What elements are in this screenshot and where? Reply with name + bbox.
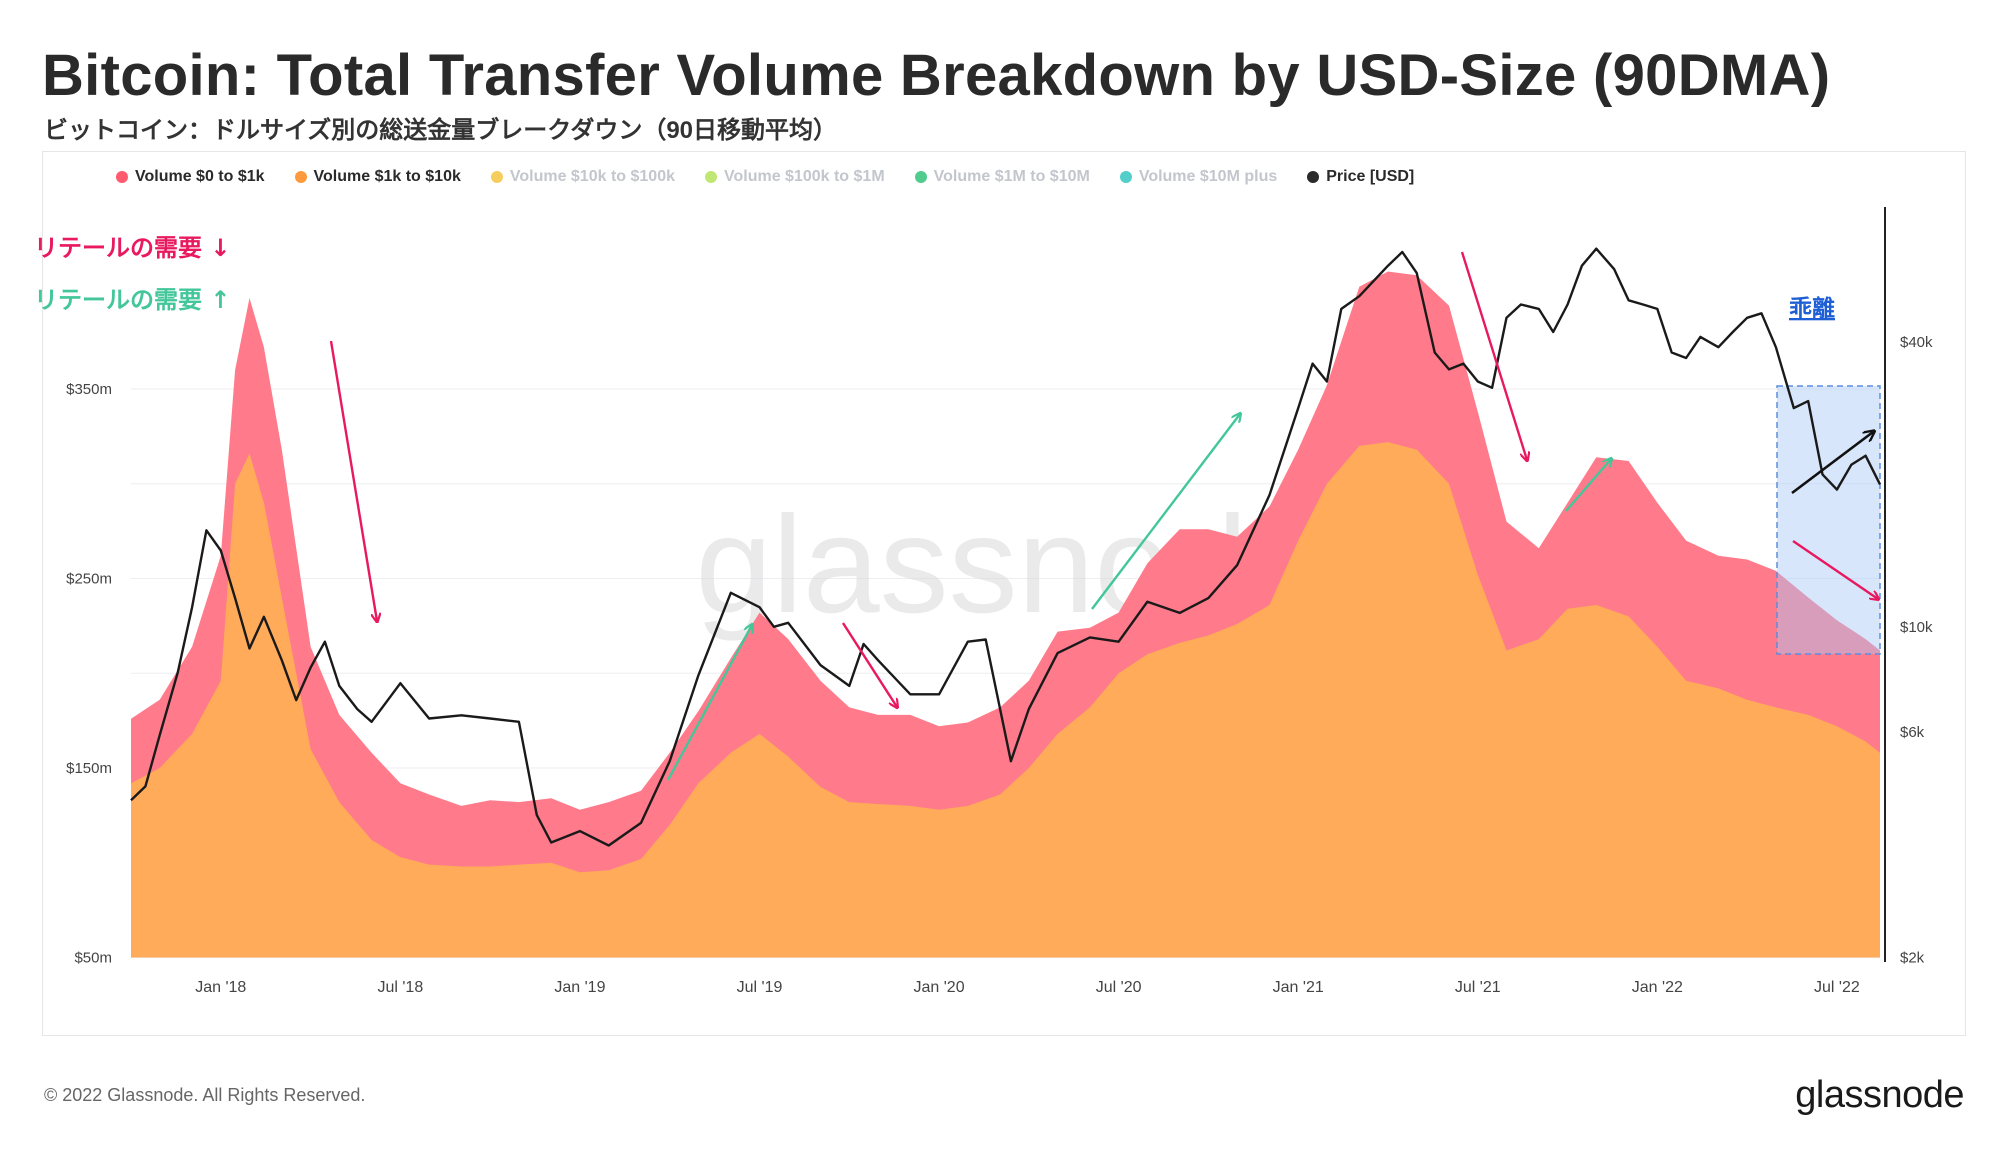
legend-dot-icon [490, 171, 503, 183]
y-left-tick-label: $150m [66, 760, 112, 777]
y-right-tick-label: $40k [1900, 334, 1933, 351]
black-arrow [1791, 432, 1873, 495]
legend-label: Volume $0 to $1k [135, 168, 265, 185]
legend-dot-icon [294, 171, 307, 183]
legend-item[interactable]: Price [USD] [1307, 168, 1414, 186]
chart-subtitle: ビットコイン：ドルサイズ別の総送金量ブレークダウン（90日移動平均） [44, 117, 838, 144]
y-right-tick-label: $2k [1900, 950, 1925, 967]
y-axis-left: $50m $150m $250m $350m [66, 381, 112, 967]
x-tick-label: Jul '21 [1455, 979, 1501, 996]
legend: Volume $0 to $1k Volume $1k to $10k Volume… [116, 168, 1444, 186]
annotation-retail-up: リテールの需要 ↑ [34, 286, 230, 314]
legend-dot-icon [1119, 171, 1132, 183]
y-axis-right: $2k $6k $10k $40k [1900, 334, 1933, 967]
x-tick-label: Jan '22 [1632, 979, 1683, 996]
legend-item[interactable]: Volume $1M to $10M [914, 168, 1090, 186]
legend-item[interactable]: Volume $1k to $10k [294, 168, 461, 186]
x-tick-label: Jul '22 [1814, 979, 1860, 996]
x-tick-label: Jan '19 [554, 979, 605, 996]
y-left-tick-label: $50m [74, 950, 112, 967]
pink-arrow [329, 340, 377, 621]
legend-dot-icon [1307, 171, 1320, 183]
pink-arrow [1792, 540, 1878, 599]
legend-item[interactable]: Volume $100k to $1M [704, 168, 885, 186]
legend-item[interactable]: Volume $10k to $100k [490, 168, 675, 186]
green-arrow [666, 625, 752, 781]
footer-logo: glassnode [1795, 1074, 1964, 1116]
legend-item[interactable]: Volume $10M plus [1119, 168, 1278, 186]
legend-dot-icon [914, 171, 927, 183]
y-left-tick-label: $350m [66, 381, 112, 398]
x-tick-label: Jan '20 [914, 979, 965, 996]
divergence-highlight [1776, 385, 1881, 655]
green-arrow [1091, 414, 1240, 610]
legend-label: Price [USD] [1326, 168, 1415, 185]
pink-arrow [841, 622, 897, 707]
x-tick-label: Jan '18 [195, 979, 246, 996]
annotation-retail-down: リテールの需要 ↓ [34, 234, 230, 262]
legend-dot-icon [116, 171, 128, 183]
x-axis: Jan '18 Jul '18 Jan '19 Jul '19 Jan '20 Jul '… [195, 979, 1860, 996]
x-tick-label: Jul '20 [1096, 979, 1142, 996]
chart-panel [42, 151, 1966, 1036]
legend-label: Volume $100k to $1M [723, 168, 885, 185]
pink-arrow [1460, 251, 1527, 460]
y-right-tick-label: $10k [1900, 619, 1933, 636]
price-line [130, 247, 1882, 847]
annotation-arrows [329, 251, 1878, 781]
legend-label: Volume $10M plus [1138, 168, 1278, 185]
x-tick-label: Jul '19 [737, 979, 783, 996]
legend-dot-icon [704, 171, 717, 183]
green-arrow [1565, 459, 1611, 512]
y-right-tick-label: $6k [1900, 724, 1925, 741]
footer-copyright: © 2022 Glassnode. All Rights Reserved. [44, 1085, 366, 1105]
annotation-divergence: 乖離 [1789, 295, 1835, 322]
legend-label: Volume $1k to $10k [313, 168, 461, 185]
x-tick-label: Jul '18 [377, 979, 423, 996]
area-series [131, 271, 1880, 958]
legend-label: Volume $10k to $100k [509, 168, 675, 185]
divergence-box [1776, 385, 1881, 655]
x-tick-label: Jan '21 [1273, 979, 1324, 996]
area-volume-1k-to-10k [131, 442, 1880, 958]
y-left-tick-label: $250m [66, 571, 112, 588]
chart-title: Bitcoin: Total Transfer Volume Breakdown… [42, 43, 1831, 108]
legend-label: Volume $1M to $10M [933, 168, 1090, 185]
price-series [130, 247, 1882, 847]
legend-item[interactable]: Volume $0 to $1k [116, 168, 265, 186]
